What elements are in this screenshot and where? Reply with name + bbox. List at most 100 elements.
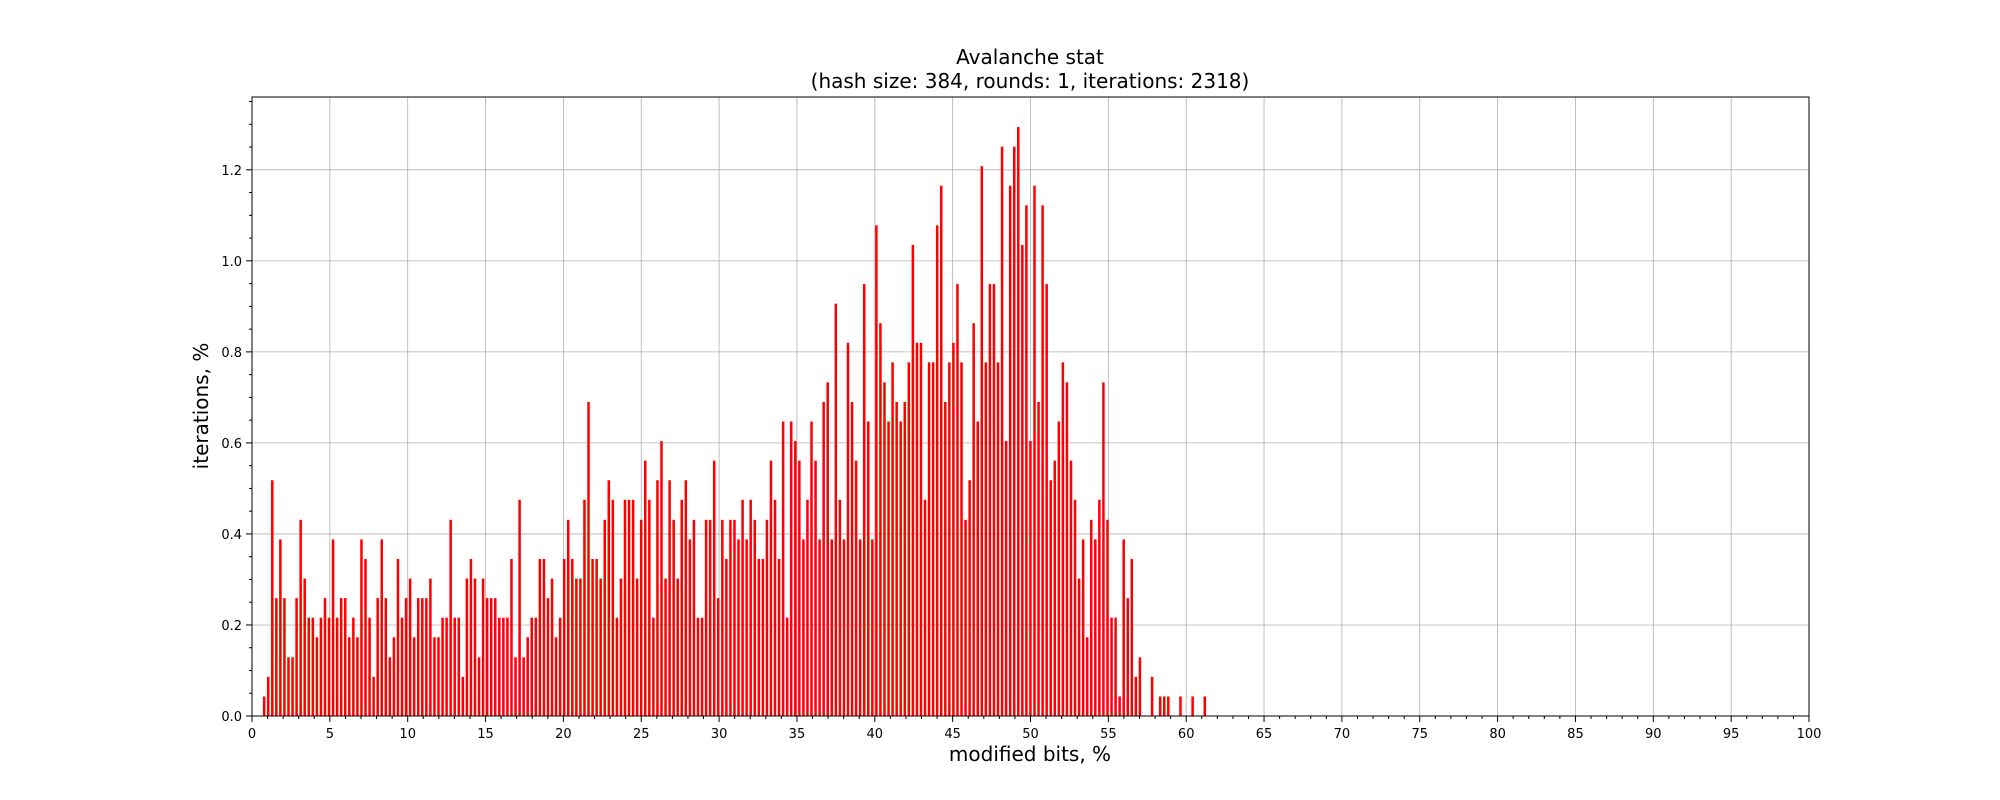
histogram-bar: [279, 539, 282, 716]
histogram-bar: [757, 558, 761, 716]
histogram-bar: [785, 617, 789, 716]
y-tick-label: 0.4: [221, 528, 242, 543]
histogram-bar: [331, 539, 335, 716]
x-tick-label: 95: [1723, 727, 1740, 742]
histogram-bar: [526, 637, 529, 716]
x-tick-label: 15: [477, 727, 494, 742]
histogram-bar: [1106, 519, 1109, 716]
histogram-bar: [579, 578, 582, 716]
histogram-bar: [615, 617, 619, 716]
histogram-bar: [433, 637, 436, 716]
histogram-bar: [538, 558, 542, 716]
histogram-bar: [721, 519, 724, 716]
x-tick-label: 10: [399, 727, 416, 742]
histogram-bar: [1017, 127, 1020, 717]
histogram-bar: [952, 342, 955, 716]
chart-subtitle: (hash size: 384, rounds: 1, iterations: …: [811, 69, 1250, 93]
histogram-bar: [944, 401, 947, 716]
histogram-bar: [899, 421, 902, 716]
x-tick-label: 25: [633, 727, 650, 742]
y-axis-label: iterations, %: [189, 343, 213, 470]
histogram-bar: [765, 519, 769, 716]
histogram-bar: [1077, 578, 1081, 716]
histogram-bar: [948, 362, 951, 716]
histogram-bar: [1008, 185, 1012, 716]
histogram-bar: [1118, 696, 1121, 716]
histogram-bar: [984, 362, 988, 716]
histogram-bar: [380, 539, 383, 716]
histogram-bar: [664, 578, 667, 716]
histogram-bar: [388, 657, 392, 716]
x-tick-label: 60: [1178, 727, 1195, 742]
histogram-bar: [542, 558, 546, 716]
histogram-bar: [266, 676, 270, 716]
histogram-bar: [583, 499, 586, 716]
histogram-bar: [1114, 617, 1117, 716]
histogram-bar: [708, 519, 712, 716]
histogram-bar: [587, 401, 590, 716]
histogram-bar: [725, 558, 728, 716]
x-tick-label: 55: [1100, 727, 1117, 742]
histogram-bar: [668, 480, 671, 716]
histogram-bar: [850, 401, 854, 716]
histogram-bar: [465, 578, 469, 716]
histogram-bar: [494, 598, 497, 716]
histogram-bar: [1158, 696, 1162, 716]
histogram-bar: [1053, 460, 1057, 716]
x-tick-label: 70: [1334, 727, 1351, 742]
histogram-bar: [1004, 441, 1008, 716]
histogram-bar: [1138, 657, 1142, 716]
histogram-bar: [789, 421, 793, 716]
histogram-bar: [319, 617, 323, 716]
histogram-bar: [818, 539, 821, 716]
histogram-bar: [915, 342, 919, 716]
histogram-bar: [846, 342, 850, 716]
histogram-bar: [781, 421, 785, 716]
x-tick-label: 85: [1567, 727, 1584, 742]
histogram-bar: [477, 657, 481, 716]
histogram-bar: [518, 499, 521, 716]
histogram-bar: [1085, 637, 1089, 716]
x-tick-label: 0: [248, 727, 256, 742]
histogram-bar: [408, 578, 412, 716]
histogram-bar: [530, 617, 534, 716]
histogram-bar: [712, 460, 716, 716]
histogram-bar: [1000, 146, 1004, 717]
histogram-bar: [806, 499, 809, 716]
histogram-bar: [335, 617, 339, 716]
histogram-bar: [919, 342, 923, 716]
histogram-bar: [903, 401, 907, 716]
histogram-bar: [639, 519, 643, 716]
histogram-bar: [327, 617, 331, 716]
histogram-bar: [368, 617, 371, 716]
histogram-bar: [550, 578, 554, 716]
y-tick-label: 1.2: [221, 164, 242, 179]
histogram-bar: [875, 225, 878, 716]
histogram-bar: [502, 617, 505, 716]
plot-frame: [251, 96, 1810, 717]
histogram-bar: [1122, 539, 1125, 716]
histogram-bar: [935, 225, 939, 716]
x-tick-label: 40: [867, 727, 884, 742]
histogram-bar: [1021, 244, 1024, 717]
histogram-bar: [802, 539, 805, 716]
x-tick-label: 45: [944, 727, 961, 742]
histogram-bar: [729, 519, 732, 716]
chart-title: Avalanche stat: [956, 45, 1104, 69]
histogram-bar: [688, 539, 692, 716]
histogram-bar: [968, 480, 971, 716]
histogram-bar: [1167, 696, 1170, 716]
histogram-bar: [842, 539, 846, 716]
histogram-bar: [315, 637, 319, 716]
histogram-bar: [416, 598, 420, 716]
histogram-bar: [1191, 696, 1194, 716]
histogram-bar: [737, 539, 740, 716]
histogram-bar: [704, 519, 708, 716]
histogram-bar: [571, 558, 574, 716]
histogram-bar: [287, 657, 290, 716]
histogram-bar: [599, 578, 602, 716]
histogram-bar: [956, 284, 959, 716]
histogram-bar: [1102, 382, 1105, 716]
histogram-bar: [1081, 539, 1085, 716]
histogram-bar: [1094, 539, 1097, 716]
